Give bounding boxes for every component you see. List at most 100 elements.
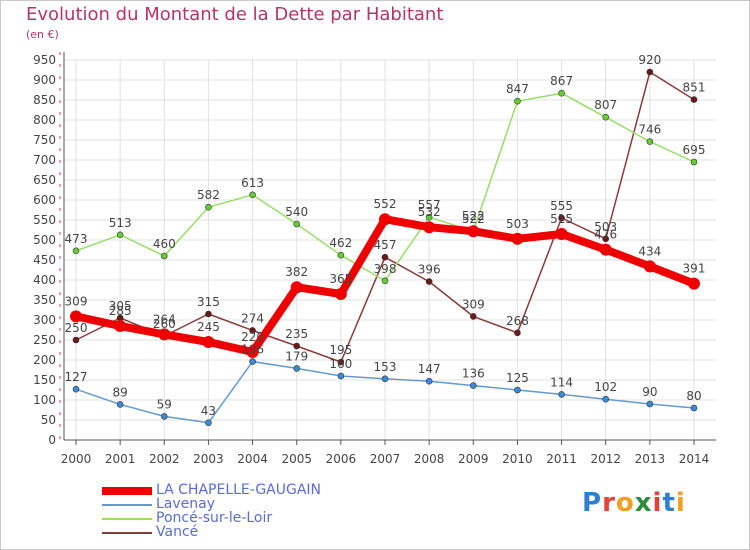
y-tick-label: 0 [48,433,56,447]
data-label: 160 [329,357,352,371]
y-tick-label: 250 [33,333,56,347]
y-tick-label: 850 [33,93,56,107]
data-point [114,320,127,332]
data-label: 80 [686,389,701,403]
x-tick-label: 2012 [590,452,621,466]
x-tick-label: 2013 [635,452,666,466]
data-label: 851 [683,81,706,95]
data-point [334,288,347,300]
data-point [72,385,80,393]
data-point [116,401,124,408]
data-point [337,372,345,380]
data-label: 365 [329,272,352,286]
data-label: 522 [462,209,485,223]
x-tick-label: 2000 [61,452,92,466]
data-label: 555 [550,199,573,213]
y-tick-label: 650 [33,173,56,187]
data-label: 268 [506,314,529,328]
data-label: 513 [109,216,132,230]
data-label: 522 [462,212,485,226]
x-tick-label: 2011 [546,452,577,466]
data-label: 315 [197,295,220,309]
x-tick-label: 2003 [193,452,224,466]
data-label: 847 [506,82,529,96]
data-label: 503 [506,217,529,231]
data-label: 382 [285,265,308,279]
legend-item-ponce-sur-le-loir: Poncé-sur-le-Loir [102,510,402,526]
logo-letter: i [652,488,663,518]
data-label: 274 [241,311,264,325]
data-point [599,243,612,256]
data-point [158,328,171,341]
legend-swatch [102,487,152,495]
data-label: 114 [550,375,573,389]
logo-letter: P [582,488,603,518]
y-tick-label: 350 [33,293,56,307]
data-point [688,277,700,290]
data-point [602,113,610,121]
data-label: 515 [550,212,573,226]
data-point [643,260,656,273]
data-point [558,391,565,398]
data-point [160,413,168,420]
data-point [469,313,477,320]
logo-letter: r [602,488,616,518]
y-tick-label: 200 [33,353,56,367]
data-label: 195 [329,343,352,357]
legend-label: Poncé-sur-le-Loir [156,510,273,526]
chart-series [70,68,700,427]
y-tick-label: 500 [33,233,56,247]
data-label: 540 [285,205,308,219]
x-tick-label: 2002 [149,452,180,466]
data-point [425,377,433,385]
data-point [205,419,212,427]
x-tick-label: 2009 [458,452,489,466]
data-label: 305 [109,299,132,313]
data-point [337,251,345,259]
data-label: 462 [329,236,352,250]
y-tick-label: 750 [33,133,56,147]
data-point [690,96,698,103]
data-point [379,213,391,226]
data-point [116,231,124,239]
chart-legend: LA CHAPELLE-GAUGAIN Lavenay Poncé-sur-le… [102,482,402,540]
data-point [690,404,698,412]
data-point [160,252,168,260]
data-point [70,310,82,323]
data-label: 59 [157,397,172,411]
logo-letter: o [615,488,635,518]
legend-swatch [102,504,152,506]
y-tick-label: 50 [41,413,56,427]
data-label: 807 [594,98,617,112]
y-tick-label: 950 [33,53,56,67]
y-tick-label: 300 [33,313,56,327]
data-point [555,228,568,240]
x-tick-label: 2014 [679,452,710,466]
data-label: 102 [594,380,617,394]
data-point [290,281,303,294]
data-label: 235 [285,327,308,341]
x-tick-label: 2010 [502,452,533,466]
x-tick-label: 2007 [370,452,401,466]
data-point [646,68,654,76]
data-label: 532 [418,205,441,219]
data-point [246,346,259,358]
legend-item-lavenay: Lavenay [102,496,402,512]
data-label: 245 [197,320,220,334]
data-point [469,382,477,389]
data-label: 89 [113,385,128,399]
x-tick-label: 2008 [414,452,445,466]
legend-item-vance: Vancé [102,524,402,540]
x-tick-label: 2001 [105,452,136,466]
data-label: 398 [374,262,397,276]
chart-unit: (en €) [26,28,59,41]
data-label: 125 [506,371,529,385]
data-label: 264 [153,312,176,326]
data-point [646,400,654,408]
data-point [205,203,212,211]
x-tick-label: 2006 [326,452,357,466]
legend-swatch [102,518,152,520]
data-point [423,221,436,234]
y-tick-label: 100 [33,393,56,407]
